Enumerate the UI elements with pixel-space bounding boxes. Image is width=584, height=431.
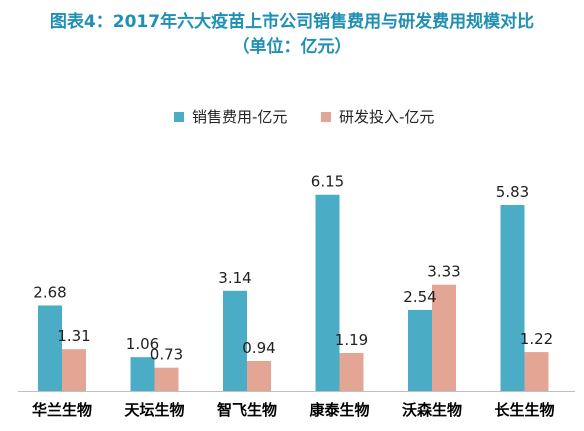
bar-sales-4 [315, 194, 340, 391]
bar-sales-2 [130, 357, 155, 391]
chart-title: 图表4：2017年六大疫苗上市公司销售费用与研发费用规模对比 （单位：亿元） [0, 10, 584, 60]
value-label-rd-4: 1.19 [335, 331, 368, 349]
category-label-5: 沃森生物 [402, 401, 462, 419]
chart-title-line2: （单位：亿元） [232, 37, 352, 57]
category-labels-group: 华兰生物 天坛生物 智飞生物 康泰生物 沃森生物 长生生物 [32, 401, 555, 419]
bar-sales-3 [223, 290, 247, 391]
legend: 销售费用-亿元 研发投入-亿元 [174, 108, 434, 126]
bar-sales-6 [500, 204, 525, 391]
bar-rd-4 [339, 353, 364, 391]
legend-label-2: 研发投入-亿元 [339, 108, 434, 126]
bar-rd-6 [524, 352, 549, 391]
legend-label-1: 销售费用-亿元 [192, 108, 287, 126]
value-label-sales-1: 2.68 [33, 283, 66, 301]
bars-group [38, 194, 549, 391]
bar-sales-5 [408, 309, 432, 391]
value-label-sales-3: 3.14 [218, 269, 251, 287]
bar-rd-3 [247, 361, 271, 391]
chart-title-line1: 图表4：2017年六大疫苗上市公司销售费用与研发费用规模对比 [49, 12, 535, 32]
category-label-4: 康泰生物 [309, 401, 369, 419]
bar-rd-5 [432, 284, 456, 391]
value-label-rd-6: 1.22 [520, 330, 553, 348]
value-label-rd-2: 0.73 [150, 346, 183, 364]
value-label-sales-4: 6.15 [311, 173, 344, 191]
value-labels-group: 2.68 1.31 1.060.73 3.14 0.94 6.15 1.19 2.54 3.33… [33, 173, 553, 364]
value-label-sales-2: 1.06 [126, 335, 159, 353]
value-label-rd-3: 0.94 [242, 339, 275, 357]
category-label-2: 天坛生物 [124, 401, 184, 419]
value-label-rd-5: 3.33 [427, 263, 460, 281]
category-label-3: 智飞生物 [217, 401, 277, 419]
legend-swatch-2 [321, 112, 331, 122]
bar-sales-1 [38, 305, 62, 391]
category-label-6: 长生生物 [494, 401, 554, 419]
legend-swatch-1 [174, 112, 184, 122]
value-label-rd-1: 1.31 [57, 327, 90, 345]
value-label-sales-5: 2.54 [403, 288, 436, 306]
bar-rd-2 [154, 367, 179, 391]
value-label-sales-6: 5.83 [496, 183, 529, 201]
bar-rd-1 [62, 349, 86, 391]
category-label-1: 华兰生物 [32, 401, 92, 419]
